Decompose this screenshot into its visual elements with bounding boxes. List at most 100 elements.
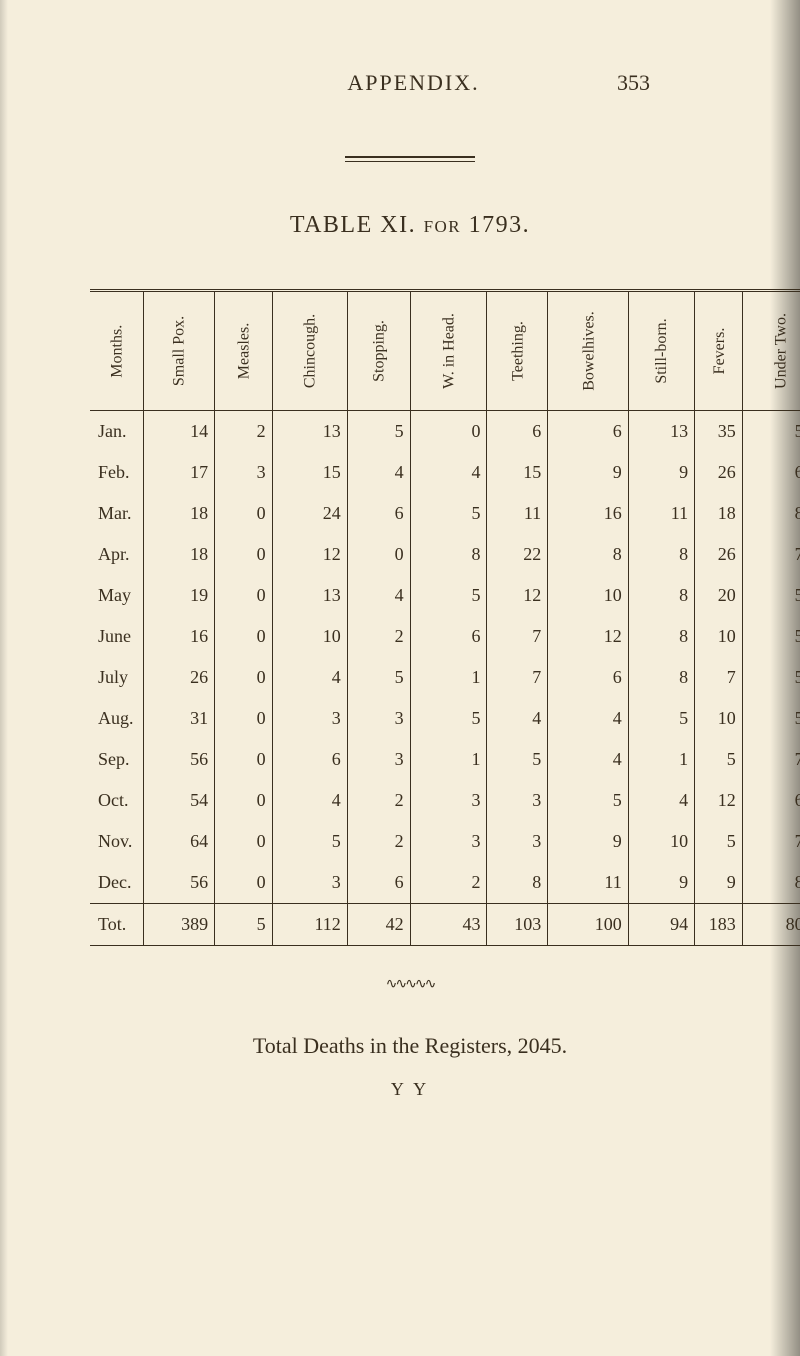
value-cell: 55 — [742, 575, 800, 616]
value-cell: 3 — [347, 698, 410, 739]
value-cell: 18 — [143, 534, 214, 575]
value-cell: 35 — [695, 411, 743, 453]
value-cell: 4 — [548, 739, 629, 780]
value-cell: 76 — [742, 739, 800, 780]
totals-value: 42 — [347, 904, 410, 946]
value-cell: 6 — [347, 862, 410, 904]
value-cell: 5 — [695, 739, 743, 780]
value-cell: 5 — [410, 698, 487, 739]
value-cell: 10 — [272, 616, 347, 657]
value-cell: 7 — [487, 616, 548, 657]
value-cell: 6 — [347, 493, 410, 534]
value-cell: 4 — [487, 698, 548, 739]
value-cell: 5 — [272, 821, 347, 862]
value-cell: 24 — [272, 493, 347, 534]
value-cell: 0 — [347, 534, 410, 575]
value-cell: 6 — [548, 657, 629, 698]
month-cell: July — [90, 657, 143, 698]
value-cell: 12 — [695, 780, 743, 821]
value-cell: 19 — [143, 575, 214, 616]
value-cell: 8 — [548, 534, 629, 575]
value-cell: 4 — [272, 657, 347, 698]
value-cell: 20 — [695, 575, 743, 616]
value-cell: 8 — [628, 616, 694, 657]
value-cell: 18 — [695, 493, 743, 534]
value-cell: 0 — [215, 739, 272, 780]
value-cell: 1 — [410, 739, 487, 780]
totals-value: 5 — [215, 904, 272, 946]
table-row: May19013451210820551511 — [90, 575, 800, 616]
value-cell: 6 — [410, 616, 487, 657]
value-cell: 8 — [628, 534, 694, 575]
value-cell: 3 — [215, 452, 272, 493]
month-cell: May — [90, 575, 143, 616]
table-row: Feb.173154415992668287 — [90, 452, 800, 493]
value-cell: 10 — [695, 698, 743, 739]
value-cell: 16 — [548, 493, 629, 534]
value-cell: 12 — [548, 616, 629, 657]
page-number: 353 — [617, 70, 650, 96]
value-cell: 5 — [347, 657, 410, 698]
value-cell: 12 — [487, 575, 548, 616]
month-cell: Apr. — [90, 534, 143, 575]
month-cell: Jan. — [90, 411, 143, 453]
value-cell: 0 — [410, 411, 487, 453]
value-cell: 3 — [487, 780, 548, 821]
value-cell: 89 — [742, 862, 800, 904]
value-cell: 0 — [215, 698, 272, 739]
value-cell: 12 — [272, 534, 347, 575]
double-rule — [345, 156, 475, 162]
table-row: Mar.18024651116111886294 — [90, 493, 800, 534]
totals-value: 94 — [628, 904, 694, 946]
value-cell: 2 — [347, 616, 410, 657]
totals-value: 183 — [695, 904, 743, 946]
col-header: Under Two. — [721, 312, 800, 389]
table-row: June160102671281053164 — [90, 616, 800, 657]
value-cell: 6 — [487, 411, 548, 453]
month-cell: Oct. — [90, 780, 143, 821]
value-cell: 0 — [215, 575, 272, 616]
value-cell: 0 — [215, 780, 272, 821]
value-cell: 7 — [487, 657, 548, 698]
value-cell: 0 — [215, 862, 272, 904]
header-row: Months.Small Pox.Measles.Chincough.Stopp… — [90, 291, 800, 411]
value-cell: 1 — [410, 657, 487, 698]
table-row: Aug.3103354451057139 — [90, 698, 800, 739]
value-cell: 4 — [347, 452, 410, 493]
value-cell: 58 — [742, 657, 800, 698]
value-cell: 4 — [272, 780, 347, 821]
value-cell: 0 — [215, 657, 272, 698]
value-cell: 13 — [272, 575, 347, 616]
value-cell: 26 — [695, 534, 743, 575]
appendix-label: APPENDIX. — [227, 70, 479, 96]
value-cell: 2 — [347, 821, 410, 862]
value-cell: 16 — [143, 616, 214, 657]
totals-value: 43 — [410, 904, 487, 946]
page-content: APPENDIX. 353 TABLE XI. for 1793. Months… — [0, 0, 800, 1100]
value-cell: 10 — [695, 616, 743, 657]
value-cell: 57 — [742, 698, 800, 739]
value-cell: 51 — [742, 411, 800, 453]
signature-mark: Y Y — [90, 1079, 730, 1100]
value-cell: 9 — [628, 452, 694, 493]
value-cell: 9 — [695, 862, 743, 904]
value-cell: 0 — [215, 616, 272, 657]
value-cell: 75 — [742, 821, 800, 862]
value-cell: 11 — [628, 493, 694, 534]
table-row: July260451768758116 — [90, 657, 800, 698]
value-cell: 5 — [695, 821, 743, 862]
value-cell: 5 — [548, 780, 629, 821]
value-cell: 53 — [742, 616, 800, 657]
table-row: Nov.6405233910575293 — [90, 821, 800, 862]
table-row: Jan.1421350661335512411 — [90, 411, 800, 453]
value-cell: 9 — [548, 452, 629, 493]
value-cell: 4 — [548, 698, 629, 739]
value-cell: 15 — [272, 452, 347, 493]
value-cell: 3 — [487, 821, 548, 862]
value-cell: 5 — [347, 411, 410, 453]
table-row: Dec.5603628119989296 — [90, 862, 800, 904]
value-cell: 6 — [272, 739, 347, 780]
value-cell: 6 — [548, 411, 629, 453]
value-cell: 9 — [628, 862, 694, 904]
value-cell: 61 — [742, 780, 800, 821]
